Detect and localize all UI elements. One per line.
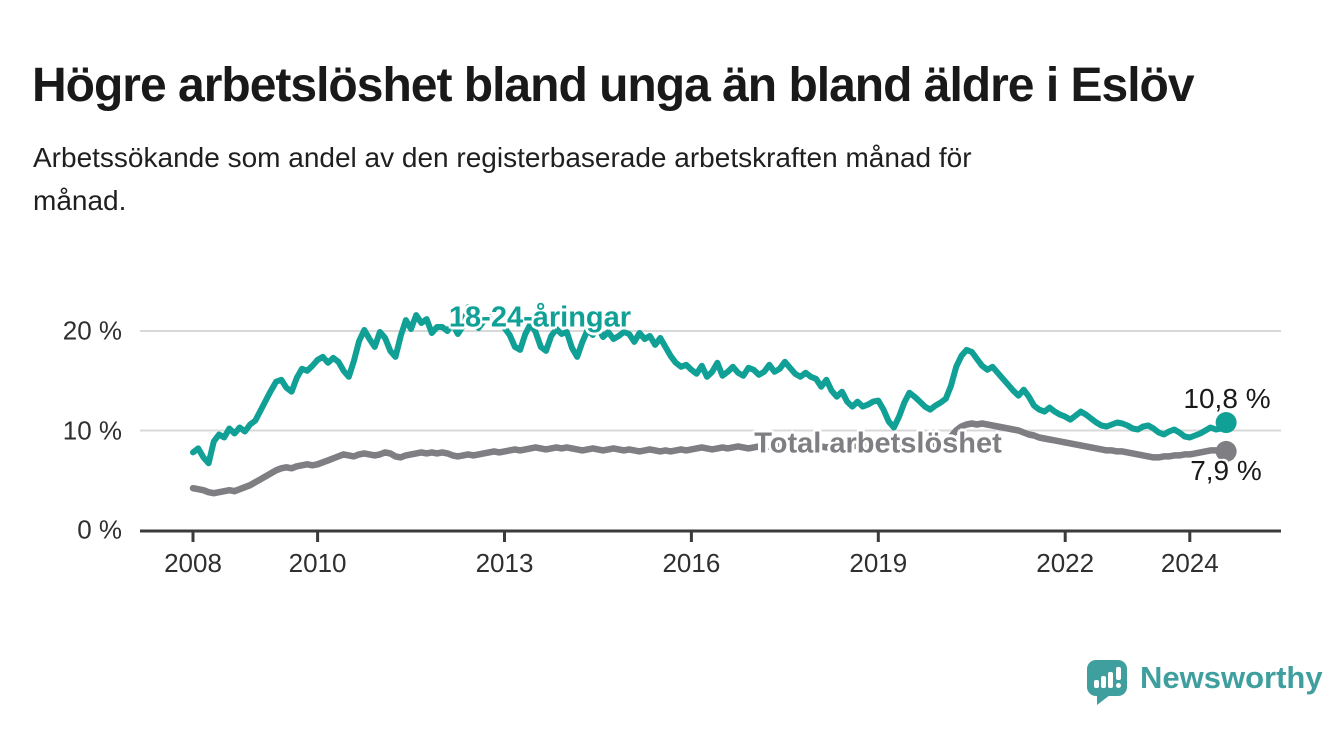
end-value-label-18-24: 10,8 % xyxy=(1183,383,1271,414)
y-axis-tick-label: 0 % xyxy=(77,514,122,545)
chart-subtitle-line: Arbetssökande som andel av den registerb… xyxy=(33,142,972,173)
x-axis-tick-label: 2022 xyxy=(1036,548,1095,578)
x-axis-tick-label: 2008 xyxy=(164,548,222,578)
page-title: Högre arbetslöshet bland unga än bland ä… xyxy=(32,59,1195,113)
series-line-young xyxy=(190,304,1230,467)
end-value-label-total: 7,9 % xyxy=(1190,455,1262,486)
newsworthy-icon xyxy=(1087,660,1127,705)
series-label-18-24: 18-24-åringar xyxy=(448,301,632,334)
y-axis-tick-label: 20 % xyxy=(62,315,122,346)
exclamation-glyph xyxy=(1116,667,1121,680)
series-label-total: Total arbetslöshet xyxy=(754,427,1002,460)
brand-logo: Newsworthy xyxy=(1087,660,1323,705)
x-axis-tick-label: 2013 xyxy=(475,548,534,578)
brand-name: Newsworthy xyxy=(1140,660,1323,695)
chart-subtitle-line: månad. xyxy=(33,185,127,216)
y-axis-tick-label: 10 % xyxy=(62,415,122,445)
bar-chart-glyph xyxy=(1101,676,1106,688)
speech-bubble-tail xyxy=(1097,695,1110,705)
chart-subtitle: Arbetssökande som andel av den registerb… xyxy=(33,136,972,222)
x-axis-tick-label: 2019 xyxy=(849,548,908,578)
x-axis-tick-label: 2016 xyxy=(662,548,721,578)
series-end-dot-young xyxy=(1215,412,1237,434)
bar-chart-glyph xyxy=(1108,672,1113,688)
series-end-dot-total xyxy=(1215,440,1237,462)
x-axis-tick-label: 2024 xyxy=(1160,548,1219,578)
bar-chart-glyph xyxy=(1094,680,1099,688)
exclamation-glyph xyxy=(1116,683,1121,688)
x-axis-tick-label: 2010 xyxy=(288,548,347,578)
series-line-total xyxy=(189,420,1230,497)
